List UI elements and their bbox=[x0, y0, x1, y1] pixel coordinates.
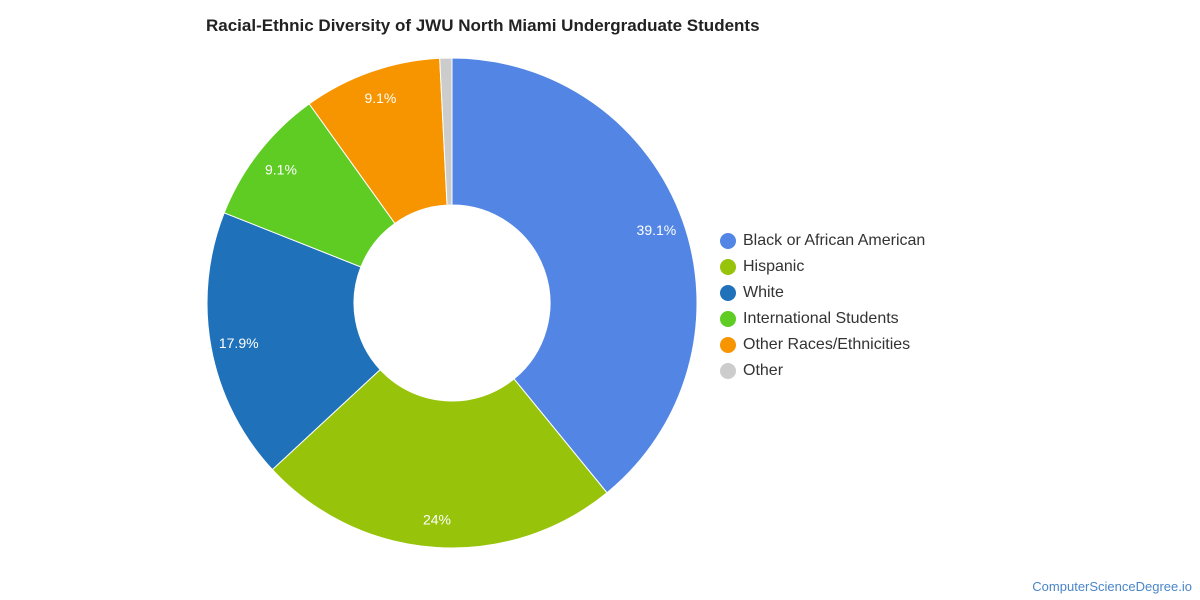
data-label-other-races-ethnicities: 9.1% bbox=[364, 90, 396, 106]
legend-swatch-icon bbox=[720, 259, 736, 275]
legend-label: Other Races/Ethnicities bbox=[743, 336, 911, 353]
legend-item-other-races-ethnicities[interactable]: Other Races/Ethnicities bbox=[720, 332, 925, 358]
data-label-international-students: 9.1% bbox=[265, 161, 297, 177]
slice-other[interactable] bbox=[439, 57, 453, 206]
legend-label: White bbox=[743, 284, 784, 301]
legend-item-white[interactable]: White bbox=[720, 280, 925, 306]
legend-swatch-icon bbox=[720, 363, 736, 379]
legend-label: Black or African American bbox=[743, 232, 926, 249]
legend-item-black-or-african-american[interactable]: Black or African American bbox=[720, 228, 925, 254]
legend-swatch-icon bbox=[720, 311, 736, 327]
slice-hispanic[interactable] bbox=[271, 368, 608, 549]
data-label-black-or-african-american: 39.1% bbox=[637, 222, 677, 238]
legend-swatch-icon bbox=[720, 285, 736, 301]
legend-item-international-students[interactable]: International Students bbox=[720, 306, 925, 332]
legend-swatch-icon bbox=[720, 337, 736, 353]
chart-title: Racial-Ethnic Diversity of JWU North Mia… bbox=[206, 16, 760, 35]
legend-label: Hispanic bbox=[743, 258, 805, 275]
chart-legend: Black or African American Hispanic White In… bbox=[720, 228, 925, 384]
slice-black-or-african-american[interactable] bbox=[451, 57, 698, 494]
legend-label: Other bbox=[743, 362, 784, 379]
donut-slices bbox=[206, 57, 698, 549]
donut-data-labels: 39.1% 24% 17.9% 9.1% 9.1% bbox=[219, 90, 676, 527]
legend-item-other[interactable]: Other bbox=[720, 358, 925, 384]
data-label-white: 17.9% bbox=[219, 335, 259, 351]
legend-swatch-icon bbox=[720, 233, 736, 249]
legend-item-hispanic[interactable]: Hispanic bbox=[720, 254, 925, 280]
data-label-hispanic: 24% bbox=[423, 511, 451, 527]
source-credit[interactable]: ComputerScienceDegree.io bbox=[1032, 579, 1192, 594]
legend-label: International Students bbox=[743, 310, 899, 327]
slice-white[interactable] bbox=[206, 212, 381, 471]
